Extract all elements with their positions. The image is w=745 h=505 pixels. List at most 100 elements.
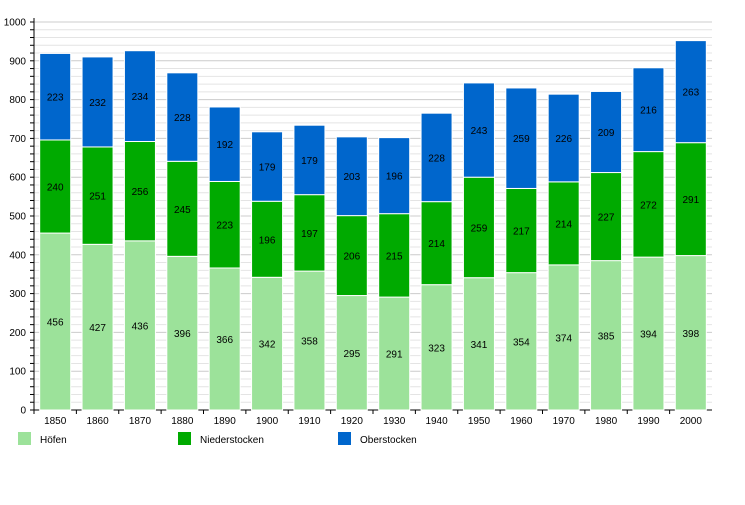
x-tick-label: 1990	[637, 416, 660, 427]
data-label: 385	[598, 331, 615, 342]
data-label: 214	[555, 219, 572, 230]
data-label: 228	[174, 113, 191, 124]
bar-segment-niederstocken	[547, 181, 580, 266]
data-label: 256	[132, 187, 149, 198]
bar-segment-niederstocken	[293, 194, 326, 272]
bar-segment-höfen	[547, 264, 580, 411]
data-label: 243	[471, 126, 488, 137]
bar-segment-höfen	[674, 255, 707, 411]
data-label: 223	[216, 221, 233, 232]
data-label: 341	[471, 340, 488, 351]
bar-segment-höfen	[632, 256, 665, 411]
bar-segment-oberstocken	[505, 87, 538, 189]
data-label: 436	[132, 321, 149, 332]
data-label: 263	[682, 88, 699, 99]
bar-segment-oberstocken	[632, 67, 665, 153]
x-tick-label: 1950	[468, 416, 491, 427]
bar-segment-höfen	[208, 267, 241, 411]
data-label: 245	[174, 205, 191, 216]
data-label: 251	[89, 192, 106, 203]
data-label: 232	[89, 98, 106, 109]
data-label: 214	[428, 239, 445, 250]
bar-segment-höfen	[378, 296, 411, 411]
bar-segment-niederstocken	[166, 160, 199, 257]
bar-segment-niederstocken	[335, 215, 368, 297]
data-label: 216	[640, 106, 657, 117]
data-label: 215	[386, 251, 403, 262]
data-label: 323	[428, 343, 445, 354]
data-label: 354	[513, 337, 530, 348]
bar-segment-oberstocken	[547, 93, 580, 183]
data-label: 234	[132, 92, 149, 103]
bar-segment-oberstocken	[335, 136, 368, 217]
bar-segment-höfen	[505, 272, 538, 411]
x-tick-label: 1850	[44, 416, 67, 427]
bar-segment-oberstocken	[39, 52, 72, 141]
data-label: 179	[301, 156, 318, 167]
bar-segment-oberstocken	[251, 131, 284, 202]
data-label: 179	[259, 163, 276, 174]
y-tick-label: 400	[9, 250, 26, 261]
bar-segment-niederstocken	[81, 146, 114, 245]
data-label: 291	[682, 195, 699, 206]
x-tick-label: 1870	[129, 416, 152, 427]
bar-segment-höfen	[335, 295, 368, 411]
x-tick-label: 1900	[256, 416, 279, 427]
y-tick-label: 100	[9, 367, 26, 378]
x-tick-label: 1860	[86, 416, 109, 427]
data-label: 259	[513, 134, 530, 145]
bar-segment-höfen	[293, 270, 326, 411]
data-label: 226	[555, 134, 572, 145]
data-label: 342	[259, 340, 276, 351]
data-label: 228	[428, 153, 445, 164]
data-label: 206	[343, 252, 360, 263]
x-tick-label: 1930	[383, 416, 406, 427]
bar-segment-höfen	[166, 255, 199, 411]
legend-swatch	[18, 432, 31, 445]
bar-segment-oberstocken	[462, 82, 495, 178]
bar-segment-höfen	[420, 284, 453, 411]
bar-segment-oberstocken	[166, 72, 199, 162]
bar-segment-oberstocken	[590, 90, 623, 174]
y-tick-label: 0	[20, 406, 26, 417]
legend-label: Niederstocken	[200, 435, 264, 446]
data-label: 203	[343, 172, 360, 183]
data-label: 209	[598, 128, 615, 139]
bar-segment-niederstocken	[590, 172, 623, 262]
bar-segment-höfen	[123, 240, 156, 411]
bar-segment-oberstocken	[208, 106, 241, 182]
data-label: 295	[343, 349, 360, 360]
data-label: 223	[47, 93, 64, 104]
y-tick-label: 900	[9, 56, 26, 67]
y-tick-label: 1000	[4, 18, 27, 29]
legend-label: Oberstocken	[360, 435, 417, 446]
y-tick-label: 500	[9, 212, 26, 223]
legend-swatch	[178, 432, 191, 445]
legend-swatch	[338, 432, 351, 445]
bar-segment-niederstocken	[505, 187, 538, 274]
bar-segment-oberstocken	[674, 40, 707, 144]
data-label: 240	[47, 183, 64, 194]
x-tick-label: 1890	[214, 416, 237, 427]
y-tick-label: 300	[9, 289, 26, 300]
bar-segment-niederstocken	[39, 139, 72, 234]
y-tick-label: 200	[9, 328, 26, 339]
data-label: 374	[555, 333, 572, 344]
data-label: 358	[301, 337, 318, 348]
y-tick-label: 600	[9, 173, 26, 184]
data-label: 227	[598, 213, 615, 224]
bar-segment-niederstocken	[462, 176, 495, 279]
x-tick-label: 1960	[510, 416, 533, 427]
data-label: 196	[259, 235, 276, 246]
bar-segment-niederstocken	[420, 201, 453, 286]
bar-segment-oberstocken	[293, 124, 326, 196]
data-label: 192	[216, 140, 233, 151]
data-label: 272	[640, 200, 657, 211]
y-tick-label: 700	[9, 134, 26, 145]
bar-segment-niederstocken	[378, 213, 411, 298]
bar-segment-niederstocken	[208, 180, 241, 269]
bar-segment-höfen	[39, 232, 72, 411]
bar-segment-niederstocken	[123, 141, 156, 242]
